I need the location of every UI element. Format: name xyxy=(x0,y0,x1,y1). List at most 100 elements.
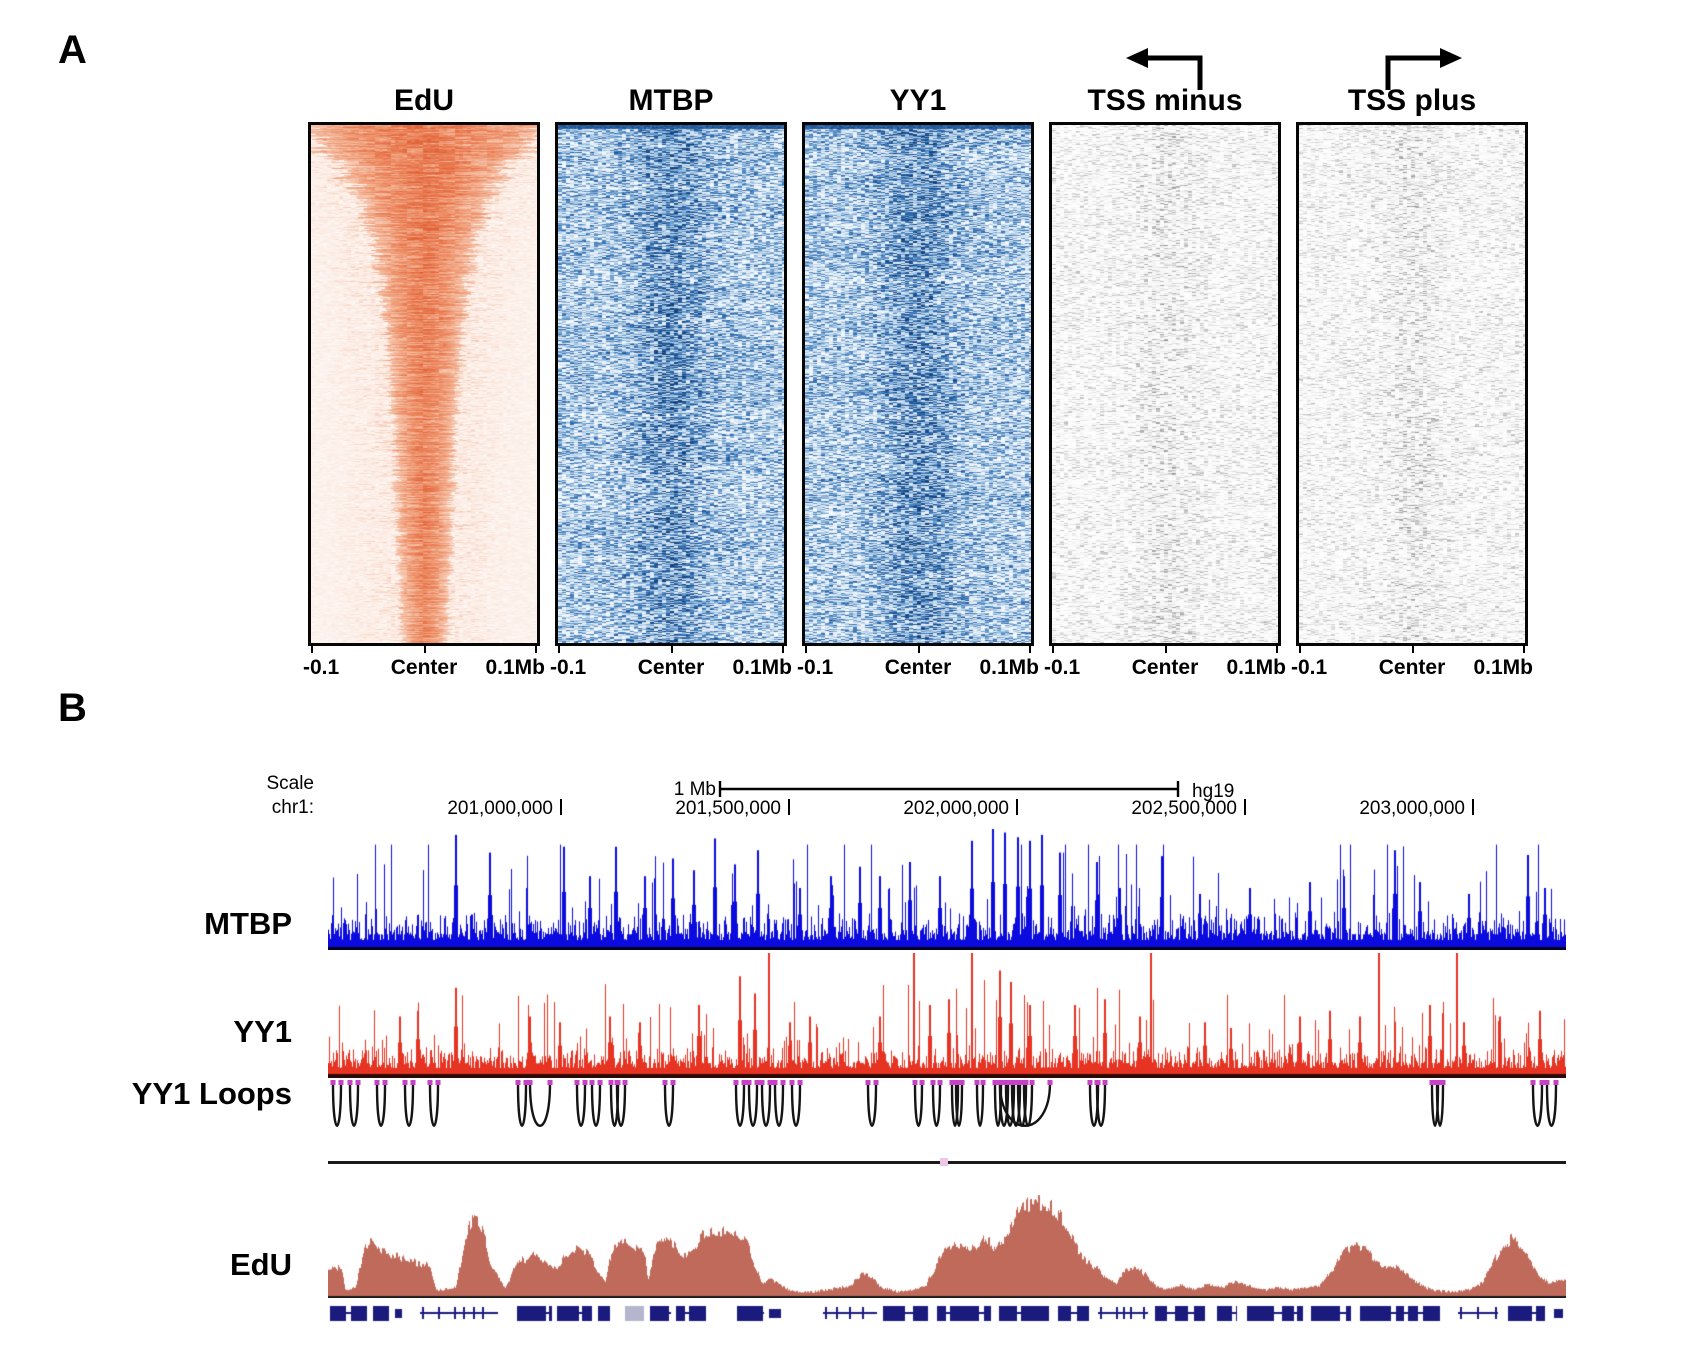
loop-anchor xyxy=(582,1080,588,1085)
loop-arc xyxy=(528,1082,552,1127)
loop-anchor xyxy=(797,1080,803,1085)
loop-anchor xyxy=(1530,1080,1536,1085)
loop-arc xyxy=(590,1082,602,1127)
axis-label-right: 0.1Mb xyxy=(979,656,1039,679)
heatmap-edu xyxy=(308,122,540,646)
loop-anchor xyxy=(574,1080,580,1085)
genome-coordinate: 202,000,000 xyxy=(848,798,1018,820)
loop-arc xyxy=(1095,1082,1107,1127)
genome-coordinate: 202,500,000 xyxy=(1076,798,1246,820)
coordinate-tick xyxy=(560,799,562,815)
loop-anchor xyxy=(741,1080,747,1085)
heatmap-title-tss-plus: TSS plus xyxy=(1347,84,1477,117)
loop-anchor xyxy=(780,1080,786,1085)
loop-anchor xyxy=(515,1080,521,1085)
genome-coordinate: 203,000,000 xyxy=(1304,798,1474,820)
loop-anchor xyxy=(949,1080,955,1085)
heatmap-tss-minus xyxy=(1049,122,1281,646)
axis-tick xyxy=(1299,643,1301,653)
loop-arc xyxy=(747,1082,759,1127)
track-label-yy1: YY1 xyxy=(233,1014,292,1049)
loop-anchor xyxy=(608,1080,614,1085)
axis-tick xyxy=(1523,643,1525,653)
loop-anchor xyxy=(547,1080,553,1085)
loop-anchor xyxy=(733,1080,739,1085)
coordinate-text: 201,000,000 xyxy=(447,798,553,819)
loop-arc xyxy=(998,1082,1010,1127)
loop-arc xyxy=(1004,1082,1016,1127)
yy1-loops-track xyxy=(330,1080,1559,1127)
loop-arc xyxy=(760,1082,772,1127)
coordinate-tick xyxy=(1472,799,1474,815)
loop-anchor xyxy=(662,1080,668,1085)
yy1-signal-track xyxy=(328,953,1566,1078)
loop-anchor xyxy=(759,1080,765,1085)
loop-arc xyxy=(1545,1082,1558,1127)
loop-anchor xyxy=(1434,1080,1440,1085)
tss-plus-arrow xyxy=(1385,48,1462,90)
axis-tick xyxy=(1029,643,1031,653)
loop-arc xyxy=(1022,1082,1034,1127)
loop-arc xyxy=(790,1082,802,1127)
track-label-yy1-loops: YY1 Loops xyxy=(131,1076,292,1111)
loop-arc xyxy=(331,1082,343,1127)
track-label-mtbp: MTBP xyxy=(204,906,292,941)
loop-arc xyxy=(1435,1082,1445,1127)
heatmap-title-yy1: YY1 xyxy=(889,84,947,117)
loop-anchor xyxy=(974,1080,980,1085)
axis-tick xyxy=(535,643,537,653)
axis-label-center: Center xyxy=(390,656,458,679)
loop-anchor xyxy=(523,1080,529,1085)
loop-anchor xyxy=(355,1080,361,1085)
loop-anchor xyxy=(937,1080,943,1085)
loop-arc xyxy=(998,1082,1052,1127)
loop-arc xyxy=(975,1082,985,1127)
loop-arc xyxy=(516,1082,528,1127)
panel-b-label: B xyxy=(58,686,87,730)
tss-arrows xyxy=(1126,48,1462,90)
heatmap-canvas xyxy=(1052,125,1278,643)
edu-signal-track xyxy=(328,1195,1566,1298)
loop-arc xyxy=(954,1082,964,1127)
chromosome-label: chr1: xyxy=(271,797,314,818)
scale-ruler xyxy=(718,781,1180,797)
loop-anchor xyxy=(1015,1080,1021,1085)
axis-tick xyxy=(1165,643,1167,653)
loop-anchor xyxy=(789,1080,795,1085)
axis-label-center: Center xyxy=(637,656,705,679)
loop-anchor xyxy=(435,1080,441,1085)
axis-label-left: -0.1 xyxy=(797,656,834,679)
axis-tick xyxy=(918,643,920,653)
coordinate-text: 202,000,000 xyxy=(903,798,1009,819)
coordinate-tick xyxy=(788,799,790,815)
loop-anchor xyxy=(865,1080,871,1085)
loop-arc xyxy=(375,1082,387,1127)
separator-dot xyxy=(940,1158,948,1166)
loop-anchor xyxy=(1539,1080,1545,1085)
loop-arc xyxy=(575,1082,587,1127)
loop-anchor xyxy=(1544,1080,1550,1085)
heatmap-mtbp xyxy=(555,122,787,646)
axis-label-center: Center xyxy=(1378,656,1446,679)
loop-anchor xyxy=(1429,1080,1435,1085)
axis-label-center: Center xyxy=(884,656,952,679)
heatmap-canvas xyxy=(558,125,784,643)
heatmap-canvas xyxy=(311,125,537,643)
loop-anchor xyxy=(1047,1080,1053,1085)
loop-anchor xyxy=(597,1080,603,1085)
axis-tick xyxy=(1412,643,1414,653)
coordinate-text: 203,000,000 xyxy=(1359,798,1465,819)
loop-anchor xyxy=(980,1080,986,1085)
loop-anchor xyxy=(1440,1080,1446,1085)
axis-tick xyxy=(782,643,784,653)
heatmap-canvas xyxy=(1299,125,1525,643)
ruler-length-label: 1 Mb xyxy=(673,779,716,800)
axis-label-right: 0.1Mb xyxy=(732,656,792,679)
loop-anchor xyxy=(953,1080,959,1085)
loop-anchor xyxy=(382,1080,388,1085)
loop-anchor xyxy=(1087,1080,1093,1085)
axis-tick xyxy=(805,643,807,653)
axis-label-left: -0.1 xyxy=(1291,656,1328,679)
loop-anchor xyxy=(959,1080,965,1085)
